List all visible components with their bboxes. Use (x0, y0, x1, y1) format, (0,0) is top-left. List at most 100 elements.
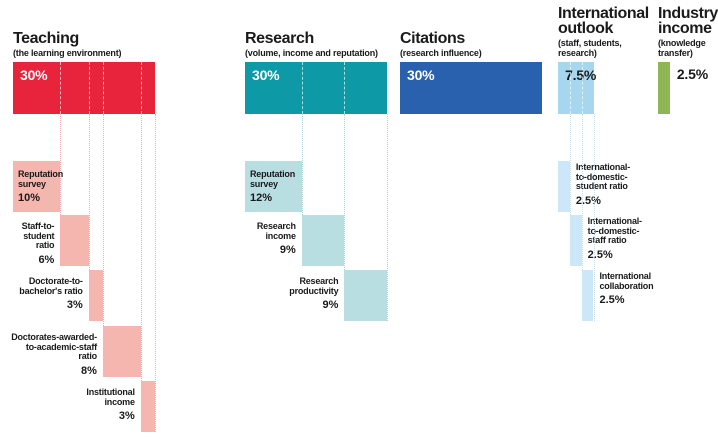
teaching-sub-label-line: ratio (78, 351, 97, 361)
research-sub-label: Research productivity 9% (208, 276, 339, 311)
international-sub-label-line: student ratio (575, 181, 628, 191)
teaching-sub-label-line: survey (18, 178, 46, 189)
teaching-sub-label-line: Reputation (18, 169, 63, 179)
international-sub-block (581, 270, 594, 321)
teaching-sub-block (102, 326, 141, 377)
teaching-guide-line (102, 114, 104, 326)
teaching-sub-label-line: Doctorate-to- (28, 276, 83, 286)
teaching-sub-label: Reputation survey 10% (18, 169, 63, 204)
research-title: Research (245, 29, 435, 47)
teaching-bar-divider (102, 62, 104, 114)
research-sub-block (301, 215, 345, 266)
research-sub-label-line: survey (250, 178, 278, 189)
citations-total-label: 30% (407, 67, 435, 83)
international-sub-label: International collaboration 2.5% (599, 271, 710, 306)
international-bar-divider (581, 62, 583, 114)
international-sub-label-line: to-domestic- (587, 225, 640, 236)
industry-total-label: 2.5% (676, 66, 708, 82)
research-subtitle-line: (volume, income and reputation) (245, 47, 378, 58)
international-sub-label: International-to-domestic-student ratio 2… (575, 162, 686, 207)
industry-title-line: Industry (658, 5, 718, 22)
international-sub-pct: 2.5% (587, 248, 613, 261)
international-sub-block (558, 161, 570, 212)
research-sub-label-line: Research (256, 221, 296, 231)
research-sub-label-line: Reputation (250, 169, 295, 179)
research-sub-block (245, 161, 302, 212)
teaching-sub-block (140, 381, 155, 432)
industry-title: Industry income (658, 5, 718, 37)
teaching-sub-pct: 3% (118, 410, 135, 422)
teaching-sub-pct: 3% (66, 299, 83, 311)
teaching-sub-label-line: bachelor's ratio (19, 285, 83, 296)
research-sub-label: Reputation survey 12% (250, 169, 301, 204)
international-sub-label: International-to-domestic-staff ratio 2.5… (587, 216, 698, 261)
teaching-sub-label: Institutional income 3% (5, 387, 135, 422)
teaching-sub-block (88, 270, 103, 321)
research-title-line: Research (245, 29, 314, 47)
teaching-sub-block (60, 215, 89, 266)
industry-subtitle-line: transfer) (658, 47, 693, 58)
teaching-guide-line (155, 114, 156, 432)
teaching-subtitle: (the learning environment) (13, 47, 203, 59)
research-bar-divider (344, 62, 346, 114)
research-guide-line (344, 114, 346, 270)
research-header: Research (volume, income and reputation) (245, 0, 435, 58)
research-guide-line (387, 114, 388, 321)
teaching-sub-label-line: ratio (35, 240, 55, 250)
research-bar: 30% (245, 62, 387, 114)
teaching-title: Teaching (13, 29, 203, 47)
international-guide-line (593, 114, 595, 321)
international-sub-label-line: to-domestic- (575, 171, 628, 182)
teaching-sub-label-line: Staff-to- (21, 221, 55, 231)
teaching-guide-line (88, 114, 90, 270)
international-sub-label-line: International- (587, 216, 642, 226)
citations-bar: 30% (400, 62, 542, 114)
teaching-subtitle-line: (the learning environment) (13, 47, 122, 58)
teaching-sub-label: Doctorates-awarded-to-academic-staff rati… (0, 332, 97, 377)
international-sub-pct: 2.5% (575, 194, 601, 207)
research-sub-block (344, 270, 387, 321)
teaching-sub-pct: 10% (18, 192, 41, 204)
teaching-sub-pct: 8% (81, 364, 97, 377)
teaching-sub-label-line: student (23, 230, 55, 241)
industry-header: Industry income (knowledge transfer) (658, 0, 718, 58)
international-guide-line (581, 114, 583, 270)
research-sub-pct: 12% (250, 192, 273, 204)
teaching-sub-block (13, 161, 61, 212)
citations-header: Citations (research influence) (400, 0, 570, 58)
international-title-line: International (558, 5, 649, 22)
international-title-line: outlook (558, 20, 613, 37)
international-sub-label-line: collaboration (599, 280, 654, 291)
international-header: International outlook (staff, students, res… (558, 0, 658, 58)
teaching-bar-divider (60, 62, 62, 114)
teaching-sub-label: Staff-to-student ratio 6% (0, 221, 55, 266)
teaching-total-label: 30% (20, 67, 48, 83)
research-sub-label-line: Research (299, 276, 339, 286)
citations-subtitle: (research influence) (400, 48, 570, 59)
research-subtitle: (volume, income and reputation) (245, 47, 435, 59)
international-subtitle-line: research) (558, 47, 597, 58)
international-title: International outlook (558, 5, 658, 37)
international-sub-block (569, 215, 582, 266)
research-guide-line (301, 114, 303, 215)
teaching-guide-line (140, 114, 142, 381)
teaching-sub-label: Doctorate-to-bachelor's ratio 3% (0, 276, 83, 311)
teaching-header: Teaching (the learning environment) (13, 0, 203, 58)
research-sub-pct: 9% (322, 299, 339, 311)
industry-bar (658, 62, 670, 114)
teaching-bar-divider (140, 62, 142, 114)
citations-title: Citations (400, 30, 570, 46)
teaching-title-line: Teaching (13, 29, 79, 47)
research-total-label: 30% (252, 67, 280, 83)
teaching-sub-pct: 6% (38, 253, 55, 266)
international-sub-pct: 2.5% (599, 294, 625, 306)
industry-title-line: income (658, 20, 712, 37)
international-sub-label-line: International- (575, 162, 631, 172)
international-bar: 7.5% (558, 62, 596, 114)
teaching-guide-line (60, 114, 62, 215)
research-sub-label: Research income 9% (166, 221, 296, 256)
teaching-bar: 30% (13, 62, 155, 114)
research-sub-label-line: productivity (289, 285, 339, 296)
teaching-bar-divider (88, 62, 90, 114)
